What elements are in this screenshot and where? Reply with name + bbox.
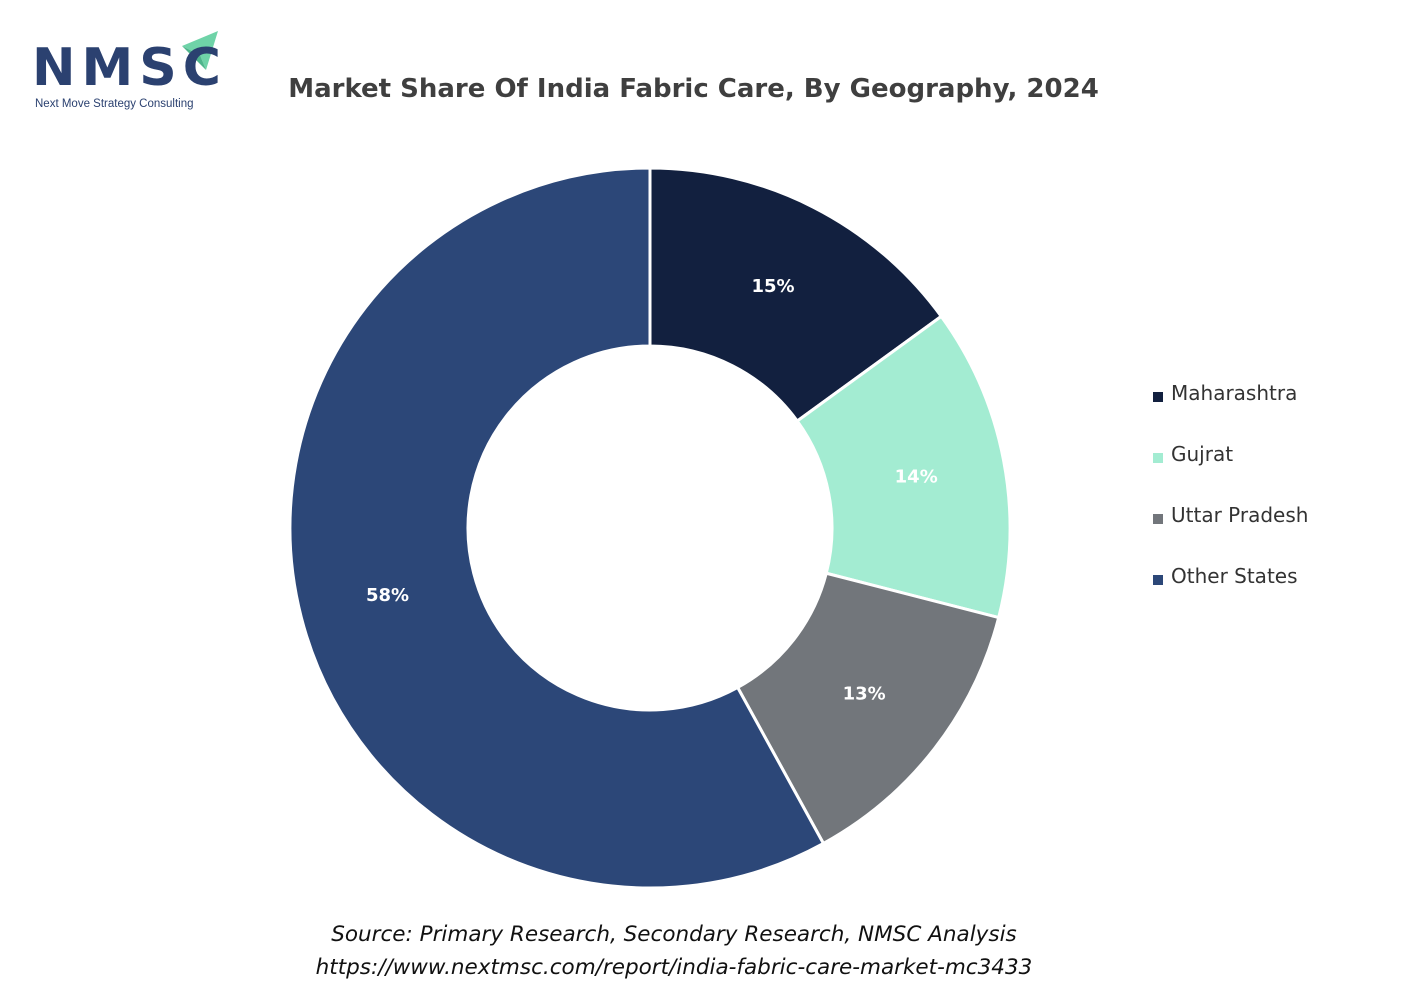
- legend-swatch: [1153, 452, 1163, 463]
- legend-item-uttar-pradesh: Uttar Pradesh: [1153, 488, 1308, 549]
- slice-gujrat: [795, 314, 1012, 620]
- legend-label: Gujrat: [1171, 441, 1234, 466]
- data-label-maharashtra: 15%: [751, 276, 794, 297]
- legend-label: Maharashtra: [1171, 380, 1298, 405]
- legend-swatch: [1153, 513, 1163, 524]
- legend-item-other-states: Other States: [1153, 549, 1308, 610]
- chart-legend: Maharashtra Gujrat Uttar Pradesh Other Stat…: [1153, 366, 1308, 610]
- legend-label: Other States: [1171, 563, 1298, 588]
- legend-item-gujrat: Gujrat: [1153, 427, 1308, 488]
- legend-swatch: [1153, 391, 1163, 402]
- donut-slices: [288, 166, 1012, 890]
- slice-other-states: [288, 166, 826, 890]
- nmsc-logo: NMSC Next Move Strategy Consulting: [30, 28, 230, 118]
- donut-data-labels: 15% 14% 13% 58%: [366, 276, 938, 705]
- legend-item-maharashtra: Maharashtra: [1153, 366, 1308, 427]
- legend-swatch: [1153, 574, 1163, 585]
- legend-label: Uttar Pradesh: [1171, 502, 1309, 527]
- slice-maharashtra: [648, 166, 944, 424]
- logo-arrow-icon: [182, 31, 218, 70]
- data-label-other-states: 58%: [366, 585, 409, 606]
- logo-wordmark: NMSC: [32, 38, 227, 98]
- chart-title: Market Share Of India Fabric Care, By Ge…: [288, 74, 1099, 104]
- data-label-uttar-pradesh: 13%: [843, 684, 886, 705]
- source-note: Source: Primary Research, Secondary Rese…: [331, 922, 1017, 947]
- slice-uttar-pradesh: [735, 571, 1001, 846]
- logo-tagline: Next Move Strategy Consulting: [35, 98, 194, 110]
- source-url: https://www.nextmsc.com/report/india-fab…: [315, 955, 1033, 980]
- data-label-gujrat: 14%: [895, 467, 938, 488]
